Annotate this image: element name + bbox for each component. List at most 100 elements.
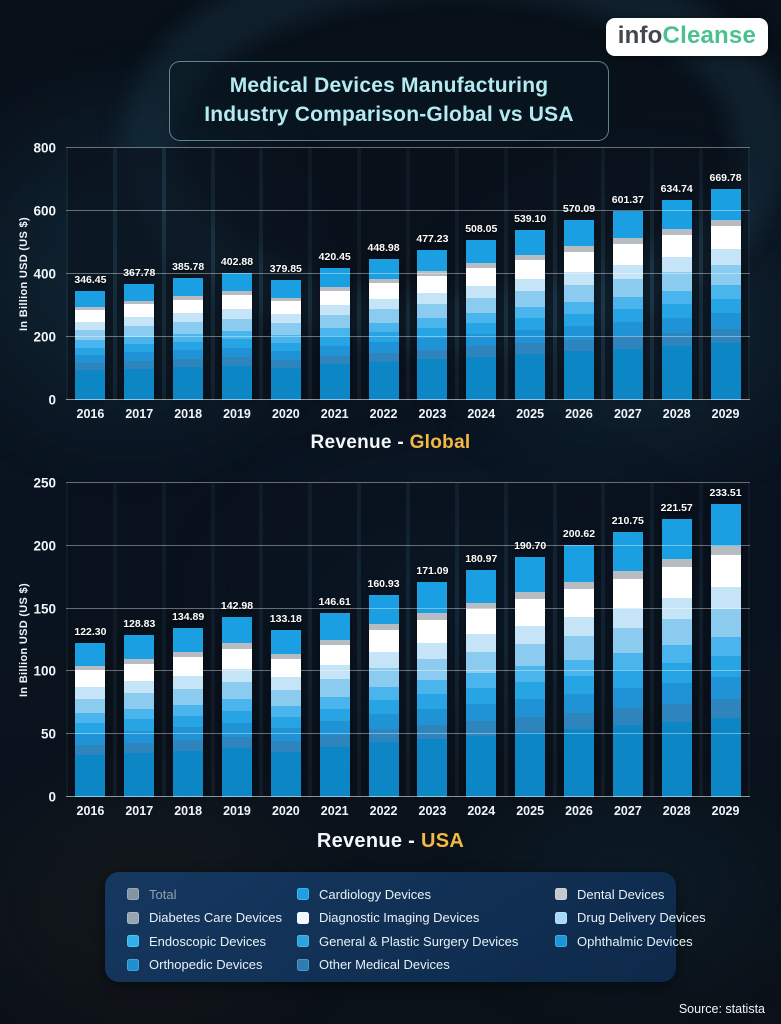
bar-segment-ophthalmic — [661, 682, 692, 704]
infocleanse-logo: infoCleanse — [605, 18, 768, 56]
column-2024: 508.05 2024 — [457, 148, 506, 421]
bar-segment-diabetes-care — [368, 298, 399, 310]
bar-segment-drug-delivery — [466, 297, 497, 313]
stacked-bar-2019 — [221, 273, 252, 400]
bar-segment-cardiology — [124, 635, 155, 659]
bar-segment-ophthalmic — [368, 341, 399, 353]
value-label-2016: 122.30 — [74, 626, 107, 639]
bar-segment-general-plastic-surgery — [319, 708, 350, 722]
bar-segment-dental — [661, 559, 692, 568]
bar-segment-other-medical — [319, 364, 350, 400]
bar-segment-diagnostic-imaging — [75, 670, 106, 688]
legend-item: Other Medical Devices — [297, 957, 545, 972]
stacked-bar-2016 — [75, 643, 106, 797]
bar-segment-dental — [466, 263, 497, 268]
caption-usa-highlight: USA — [421, 830, 465, 852]
bar-segment-dental — [710, 546, 741, 556]
plot-area-global: 346.45 2016 367.78 2017 385.78 2018 402.88 2019… — [66, 147, 750, 421]
caption-global-highlight: Global — [409, 432, 471, 453]
value-label-2024: 508.05 — [465, 222, 498, 235]
stacked-bar-2028 — [661, 518, 692, 797]
bar-segment-endoscopic — [75, 340, 106, 348]
bar-segment-drug-delivery — [563, 285, 594, 303]
bar-segment-ophthalmic — [221, 347, 252, 358]
bar-segment-other-medical — [710, 342, 741, 400]
legend-item: Dental Devices — [555, 887, 706, 902]
bar-segment-other-medical — [270, 751, 301, 797]
bar-segment-diagnostic-imaging — [124, 663, 155, 682]
bar-segment-drug-delivery — [319, 315, 350, 328]
bar-segment-drug-delivery — [417, 303, 448, 319]
column-2018: 134.89 2018 — [164, 483, 213, 818]
bar-segment-diagnostic-imaging — [612, 578, 643, 608]
stacked-bar-2027 — [612, 210, 643, 400]
column-2027: 210.75 2027 — [603, 483, 652, 818]
legend-label: Orthopedic Devices — [149, 957, 263, 972]
bar-segment-cardiology — [319, 267, 350, 287]
bar-segment-cardiology — [612, 532, 643, 571]
bar-segment-dental — [221, 291, 252, 296]
page-title: Medical Devices Manufacturing Industry C… — [169, 61, 609, 141]
column-2017: 367.78 2017 — [115, 148, 164, 421]
column-2026: 200.62 2026 — [555, 483, 604, 818]
bar-segment-cardiology — [173, 627, 204, 653]
bar-segment-dental — [75, 306, 106, 310]
bar-segment-cardiology — [466, 569, 497, 603]
bar-segment-diabetes-care — [466, 634, 497, 652]
legend-label: Diabetes Care Devices — [149, 910, 282, 925]
bar-segment-diabetes-care — [515, 625, 546, 644]
x-tick-2016: 2016 — [76, 407, 105, 421]
bar-segment-endoscopic — [173, 704, 204, 716]
column-2019: 402.88 2019 — [213, 148, 262, 421]
bar-segment-drug-delivery — [270, 689, 301, 706]
bar-segment-diagnostic-imaging — [710, 555, 741, 588]
column-2022: 160.93 2022 — [359, 483, 408, 818]
bar-segment-cardiology — [515, 230, 546, 255]
stacked-bar-2025 — [515, 230, 546, 400]
bar-segment-diagnostic-imaging — [417, 275, 448, 293]
x-tick-2018: 2018 — [174, 804, 203, 818]
legend-item: Total — [127, 887, 287, 902]
bar-segment-diagnostic-imaging — [417, 619, 448, 644]
bar-segment-diabetes-care — [710, 587, 741, 610]
gridline-y-100 — [66, 670, 750, 672]
bar-segment-dental — [417, 613, 448, 620]
bar-segment-diabetes-care — [515, 278, 546, 292]
bar-segment-cardiology — [661, 518, 692, 560]
bar-segment-other-medical — [661, 721, 692, 797]
legend-item: Diagnostic Imaging Devices — [297, 910, 545, 925]
bar-segment-ophthalmic — [417, 338, 448, 350]
bar-segment-endoscopic — [563, 659, 594, 676]
y-tick-600: 600 — [33, 203, 56, 219]
bar-segment-drug-delivery — [661, 618, 692, 646]
x-tick-2022: 2022 — [369, 407, 398, 421]
value-label-2020: 379.85 — [269, 263, 302, 276]
bar-segment-diagnostic-imaging — [515, 599, 546, 626]
x-tick-2018: 2018 — [174, 407, 203, 421]
x-tick-2027: 2027 — [613, 804, 642, 818]
bar-segment-endoscopic — [319, 696, 350, 709]
bar-segment-dental — [319, 639, 350, 646]
bar-segment-dental — [515, 254, 546, 260]
legend-label: General & Plastic Surgery Devices — [319, 933, 519, 949]
bar-segment-general-plastic-surgery — [661, 663, 692, 683]
bar-segment-endoscopic — [563, 302, 594, 314]
bar-segment-diagnostic-imaging — [661, 235, 692, 258]
bar-segment-diagnostic-imaging — [221, 648, 252, 669]
bar-segment-endoscopic — [466, 673, 497, 688]
bar-segment-diabetes-care — [417, 292, 448, 304]
bar-segment-other-medical — [124, 753, 155, 797]
stacked-bar-2020 — [270, 629, 301, 797]
bar-segment-drug-delivery — [173, 322, 204, 334]
bar-segment-cardiology — [710, 189, 741, 220]
value-label-2028: 634.74 — [660, 183, 693, 196]
bar-segment-orthopedic — [563, 712, 594, 729]
x-tick-2019: 2019 — [223, 804, 251, 818]
value-label-2026: 200.62 — [562, 528, 596, 541]
bar-segment-general-plastic-surgery — [661, 303, 692, 318]
bar-segment-orthopedic — [612, 336, 643, 349]
stacked-bar-2023 — [417, 582, 448, 797]
gridline-y-400 — [66, 273, 750, 274]
bar-segment-diagnostic-imaging — [319, 645, 350, 666]
